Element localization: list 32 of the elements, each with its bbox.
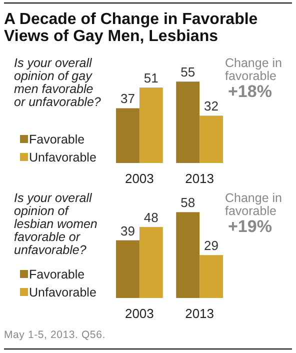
- bar: [176, 212, 200, 298]
- data-label: 55: [180, 64, 196, 80]
- data-label: 58: [180, 195, 196, 210]
- chart-title: A Decade of Change in Favorable Views of Gay Men, Lesbians: [4, 11, 258, 45]
- bar: [139, 226, 163, 298]
- x-tick-label: 2013: [185, 306, 214, 321]
- bar: [200, 255, 223, 298]
- annotation: +18%: [228, 82, 272, 101]
- x-tick-label: 2003: [124, 171, 154, 186]
- bar: [176, 82, 200, 163]
- data-label: 39: [120, 223, 135, 238]
- bar: [116, 108, 140, 163]
- chart-subtitle: Is your overall opinion of lesbian women favorable or unfavorable?: [14, 191, 98, 257]
- data-label: 51: [144, 70, 158, 86]
- annotation: Change in favorable: [225, 191, 282, 218]
- x-tick-label: 2013: [185, 171, 214, 186]
- data-label: 37: [120, 91, 135, 106]
- bar: [116, 240, 140, 298]
- x-tick-label: 2003: [124, 306, 154, 321]
- data-label: 32: [204, 98, 219, 114]
- data-label: 48: [144, 210, 158, 225]
- bar: [200, 116, 223, 163]
- text: May 1-5, 2013. Q56.: [4, 329, 106, 341]
- legend-label: Favorable: [29, 132, 85, 146]
- annotation: Change in favorable: [225, 56, 282, 83]
- legend-label: Favorable: [29, 268, 85, 282]
- annotation: +19%: [228, 217, 272, 236]
- legend-label: Unfavorable: [29, 150, 96, 164]
- data-label: 29: [204, 238, 219, 254]
- bar: [139, 88, 163, 163]
- chart-subtitle: Is your overall opinion of gay men favorable or unfavorable?: [14, 56, 101, 109]
- legend-label: Unfavorable: [29, 286, 96, 300]
